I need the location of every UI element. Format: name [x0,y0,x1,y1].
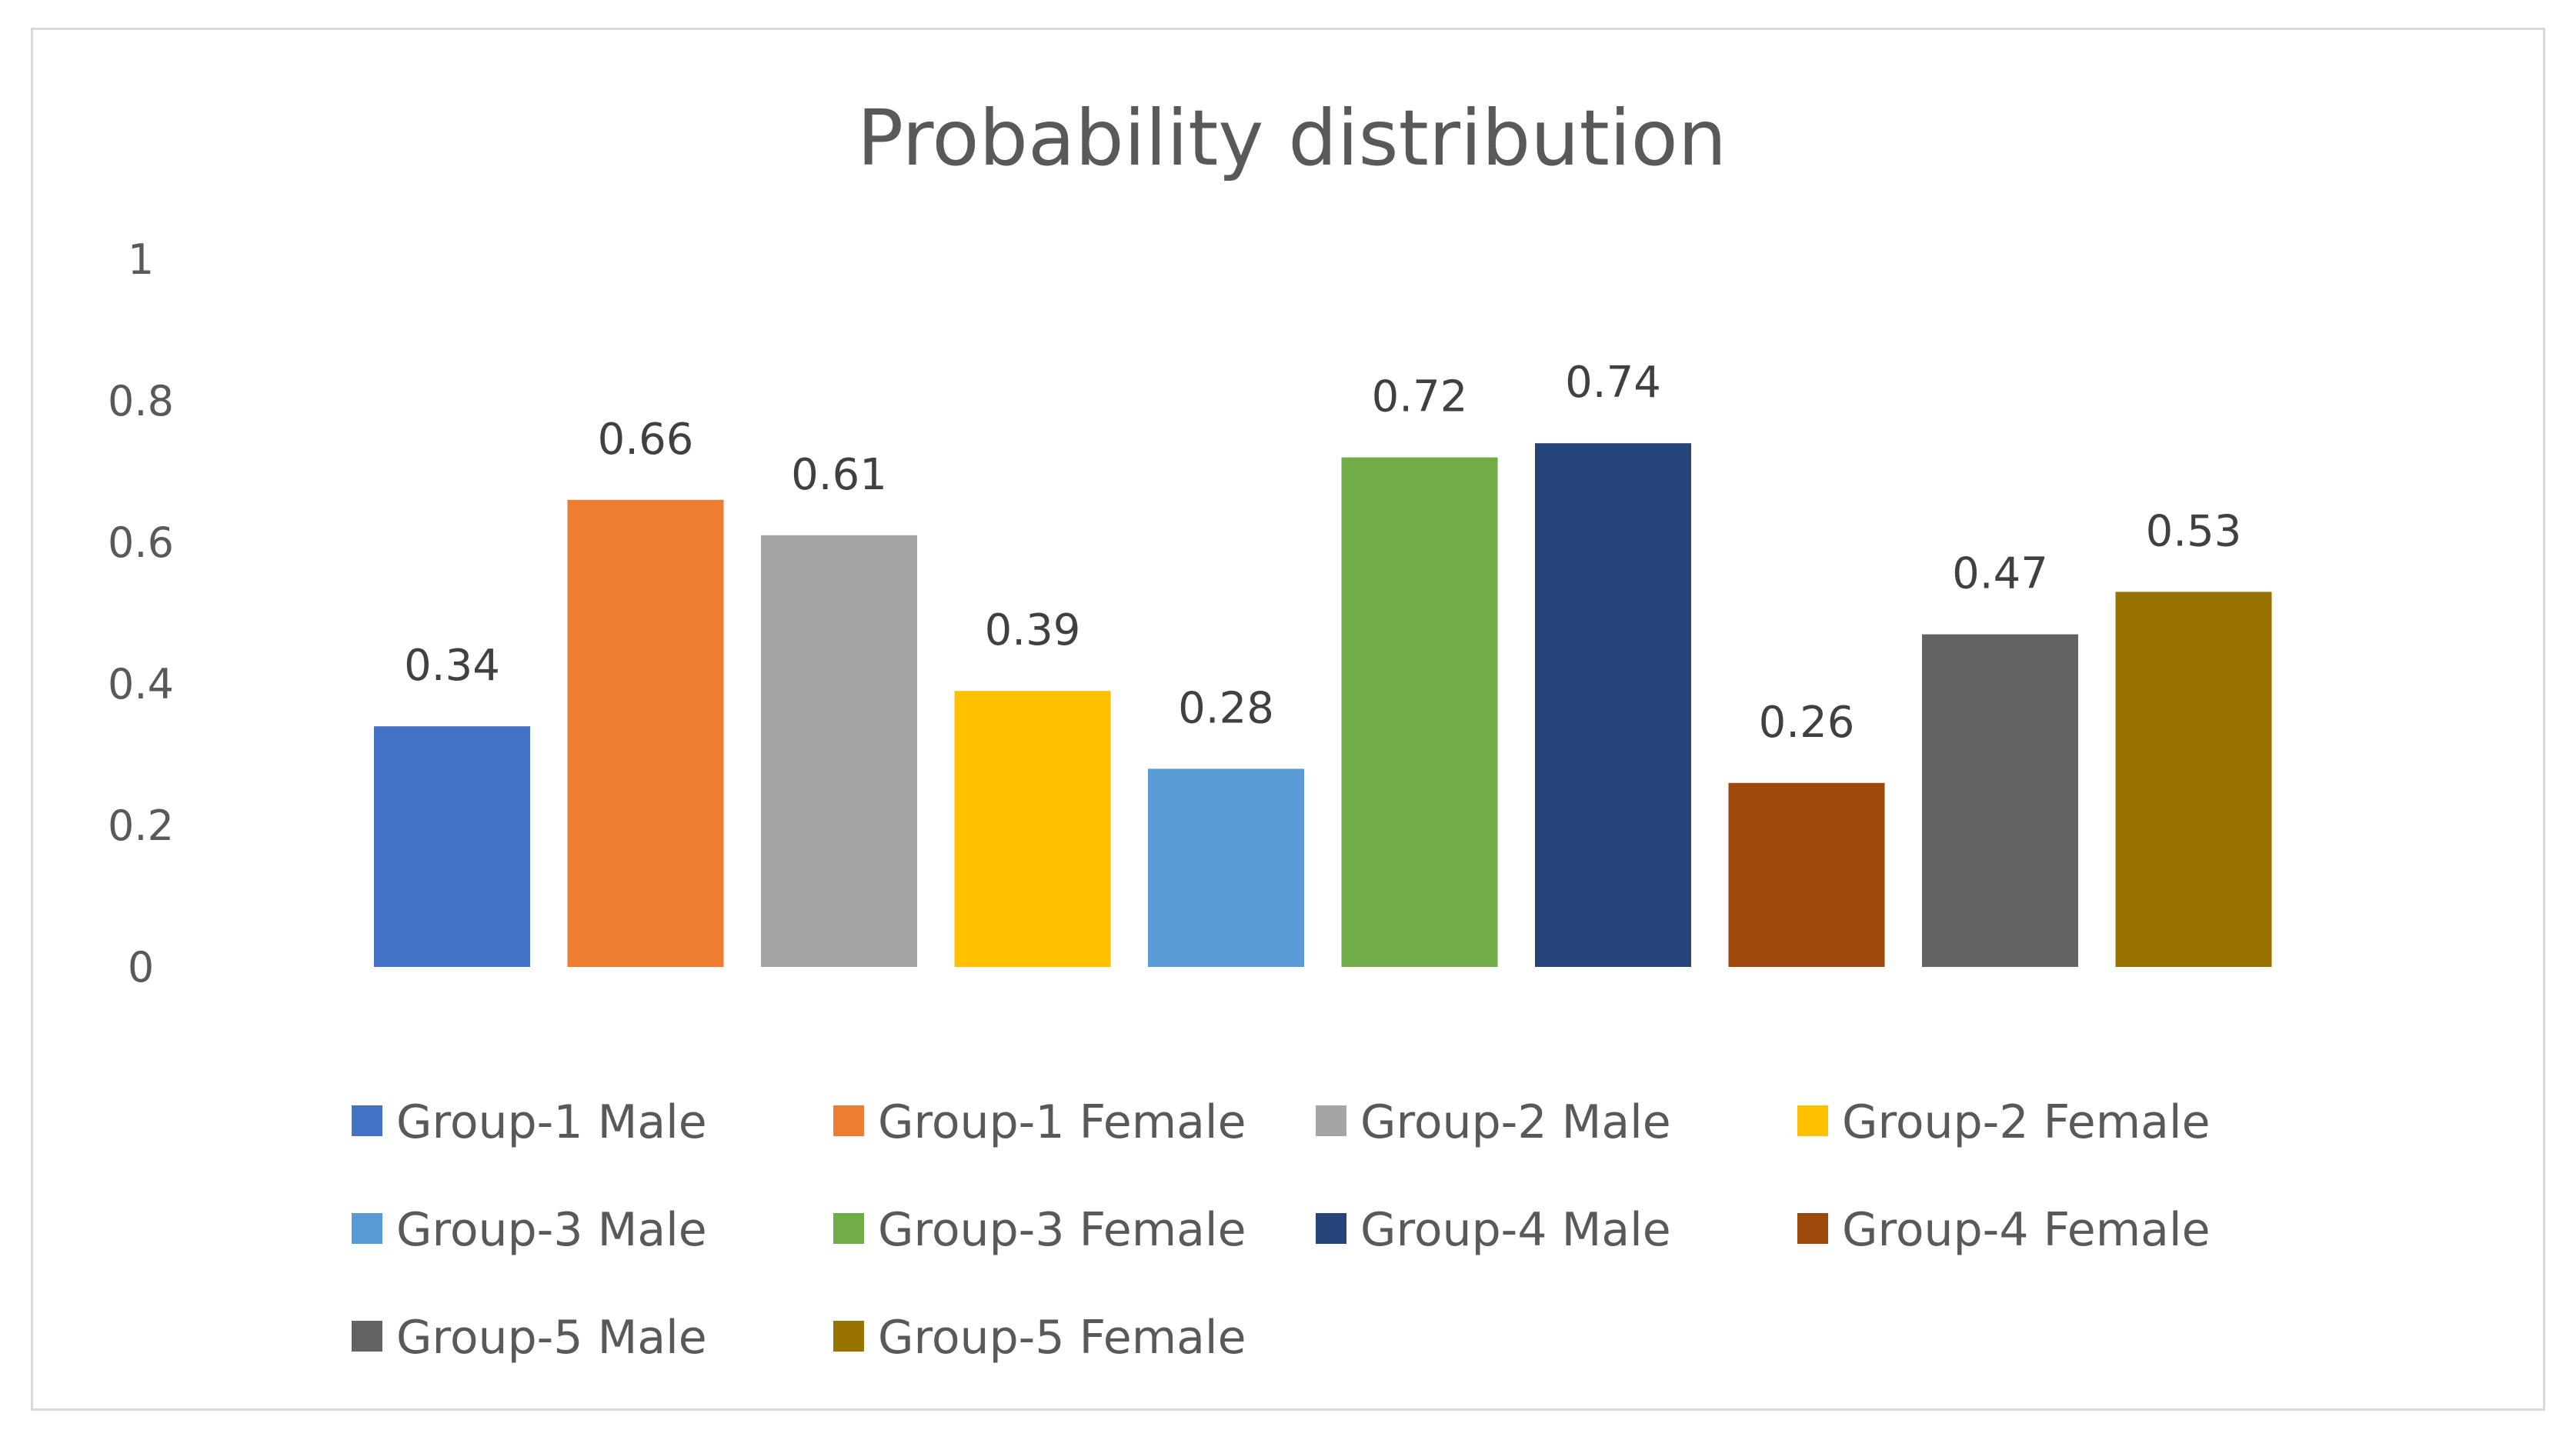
legend-item-group-1-male: Group-1 Male [352,1095,707,1149]
chart-frame: Probability distribution 0 0.2 0.4 0.6 0.8 1 … [31,28,2545,1411]
legend-item-group-2-male: Group-2 Male [1316,1095,1671,1149]
data-label-group-3-male: 0.28 [1178,683,1274,733]
y-tick-label: 1 [128,235,154,284]
bar-group-1-male [374,726,530,967]
bar-chart: Probability distribution 00.20.40.60.81 … [108,93,2272,1365]
data-label-group-4-male: 0.74 [1565,358,1661,408]
bars [374,443,2272,967]
legend-label: Group-4 Female [1842,1203,2211,1257]
data-label-group-1-male: 0.34 [404,641,500,691]
legend-label: Group-4 Male [1360,1203,1671,1257]
legend-swatch [1316,1213,1346,1244]
legend-swatch [833,1321,864,1352]
legend: Group-1 Male Group-1 Female Group-2 Male Gr… [352,1095,2211,1365]
data-label-group-2-female: 0.39 [985,605,1081,655]
legend-swatch [833,1105,864,1136]
legend-label: Group-2 Male [1360,1095,1671,1149]
bar-group-1-female [567,499,724,967]
y-tick-label: 0.2 [108,802,174,850]
legend-label: Group-3 Male [396,1203,707,1257]
data-label-group-2-male: 0.61 [791,450,887,500]
legend-label: Group-5 Female [878,1311,1246,1365]
legend-swatch [352,1213,382,1244]
legend-item-group-3-female: Group-3 Female [833,1203,1246,1257]
bar-group-2-male [761,535,917,967]
y-axis: 0 0.2 0.4 0.6 0.8 1 [108,235,174,992]
legend-label: Group-2 Female [1842,1095,2211,1149]
bar-group-4-male [1535,443,1691,967]
legend-label: Group-1 Female [878,1095,1246,1149]
y-tick-label: 0.6 [108,518,174,567]
data-label-group-1-female: 0.66 [598,415,694,465]
bar-group-2-female [954,691,1111,967]
legend-swatch [1316,1105,1346,1136]
legend-swatch [352,1105,382,1136]
legend-item-group-1-female: Group-1 Female [833,1095,1246,1149]
legend-swatch [1797,1105,1828,1136]
data-label-group-5-female: 0.53 [2146,506,2242,556]
data-labels: 0.34 0.66 0.61 0.39 0.28 0.72 0.74 0.26 0.47 0.53 [404,358,2241,748]
data-label-group-5-male: 0.47 [1952,549,2048,599]
legend-label: Group-5 Male [396,1311,707,1365]
chart-title: Probability distribution [857,93,1727,183]
y-tick-label: 0.4 [108,660,174,708]
legend-item-group-5-male: Group-5 Male [352,1311,707,1365]
y-tick-label: 0 [128,943,154,992]
legend-swatch [352,1321,382,1352]
data-label-group-4-female: 0.26 [1759,698,1855,748]
legend-item-group-4-female: Group-4 Female [1797,1203,2211,1257]
legend-item-group-5-female: Group-5 Female [833,1311,1246,1365]
legend-label: Group-1 Male [396,1095,707,1149]
legend-item-group-3-male: Group-3 Male [352,1203,707,1257]
legend-swatch [833,1213,864,1244]
data-label-group-3-female: 0.72 [1372,372,1468,422]
bar-group-5-male [1922,634,2078,967]
bar-group-3-female [1341,457,1498,967]
legend-item-group-2-female: Group-2 Female [1797,1095,2211,1149]
bar-group-3-male [1148,768,1304,967]
bar-group-4-female [1728,782,1885,967]
legend-label: Group-3 Female [878,1203,1246,1257]
legend-swatch [1797,1213,1828,1244]
legend-item-group-4-male: Group-4 Male [1316,1203,1671,1257]
y-tick-label: 0.8 [108,377,174,425]
bar-group-5-female [2115,592,2272,967]
